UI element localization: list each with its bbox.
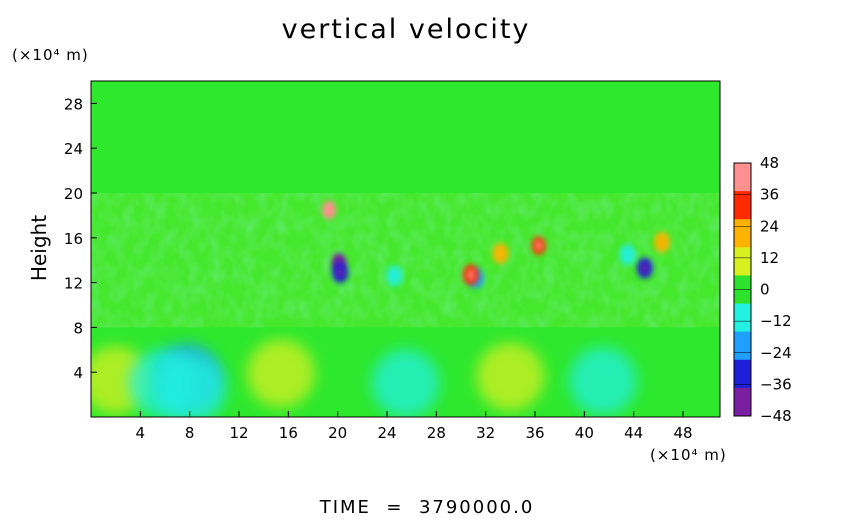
colorbar-tick-label: −36 (760, 375, 792, 393)
velocity-feature (246, 339, 315, 408)
x-axis: 4 8 12 16 20 24 28 32 36 40 44 48 (136, 411, 693, 442)
colorbar-swatch (734, 387, 751, 417)
y-axis-unit: (×10⁴ m) (12, 46, 89, 64)
colorbar-swatch (734, 303, 751, 333)
y-tick-label: 20 (64, 185, 83, 203)
colorbar-tick-label: −48 (760, 407, 792, 425)
x-tick-label: 40 (575, 424, 594, 442)
colorbar-swatch (734, 191, 751, 220)
y-tick-label: 24 (64, 140, 83, 158)
velocity-feature-core (641, 263, 648, 274)
x-tick-label: 24 (377, 424, 396, 442)
x-tick-label: 48 (673, 424, 692, 442)
y-tick-label: 28 (64, 95, 83, 113)
y-tick-label: 8 (73, 319, 83, 337)
velocity-feature (476, 342, 545, 411)
colorbar-tick-label: 48 (760, 154, 779, 172)
velocity-feature-core (467, 269, 474, 280)
colorbar-tick-label: 36 (760, 186, 779, 204)
velocity-field (91, 193, 720, 417)
y-tick-label: 16 (64, 230, 83, 248)
x-tick-label: 8 (185, 424, 195, 442)
y-axis: 4 8 12 16 20 24 28 (64, 95, 97, 382)
velocity-feature (568, 347, 637, 416)
x-tick-label: 12 (229, 424, 248, 442)
x-tick-label: 28 (427, 424, 446, 442)
y-tick-label: 4 (73, 364, 83, 382)
velocity-feature (619, 244, 636, 265)
velocity-feature (386, 265, 403, 287)
x-tick-label: 44 (624, 424, 643, 442)
colorbar-tick-label: −24 (760, 344, 792, 362)
x-axis-unit: (×10⁴ m) (650, 446, 727, 464)
colorbar-swatch (734, 359, 751, 389)
velocity-feature (654, 231, 671, 253)
velocity-feature-core (535, 240, 542, 251)
chart-title: vertical velocity (281, 14, 531, 45)
colorbar-swatch (734, 247, 751, 276)
time-value: 3790000.0 (418, 497, 535, 518)
y-tick-label: 12 (64, 275, 83, 293)
time-readout: TIME = 3790000.0 (0, 497, 854, 518)
velocity-feature (492, 243, 509, 264)
x-tick-label: 32 (476, 424, 495, 442)
velocity-feature (371, 349, 440, 417)
velocity-feature (158, 355, 227, 417)
colorbar: 48 36 24 12 0 −12 −24 −36 −48 (733, 154, 792, 425)
time-label: TIME (319, 497, 371, 518)
colorbar-tick-label: 0 (760, 281, 770, 299)
x-tick-label: 36 (525, 424, 544, 442)
colorbar-tick-label: 12 (760, 249, 779, 267)
colorbar-swatch (734, 331, 751, 361)
colorbar-tick-label: 24 (760, 217, 779, 235)
colorbar-tick-label: −12 (760, 312, 792, 330)
x-tick-label: 4 (136, 424, 146, 442)
x-tick-label: 16 (279, 424, 298, 442)
velocity-feature-core (326, 204, 333, 215)
x-tick-label: 20 (328, 424, 347, 442)
turbulence-band (91, 193, 720, 328)
velocity-feature-core (337, 267, 344, 278)
time-equals: = (378, 497, 412, 518)
turbulence-tint (91, 193, 720, 328)
colorbar-swatch (734, 163, 751, 192)
plot-frame (90, 80, 721, 418)
